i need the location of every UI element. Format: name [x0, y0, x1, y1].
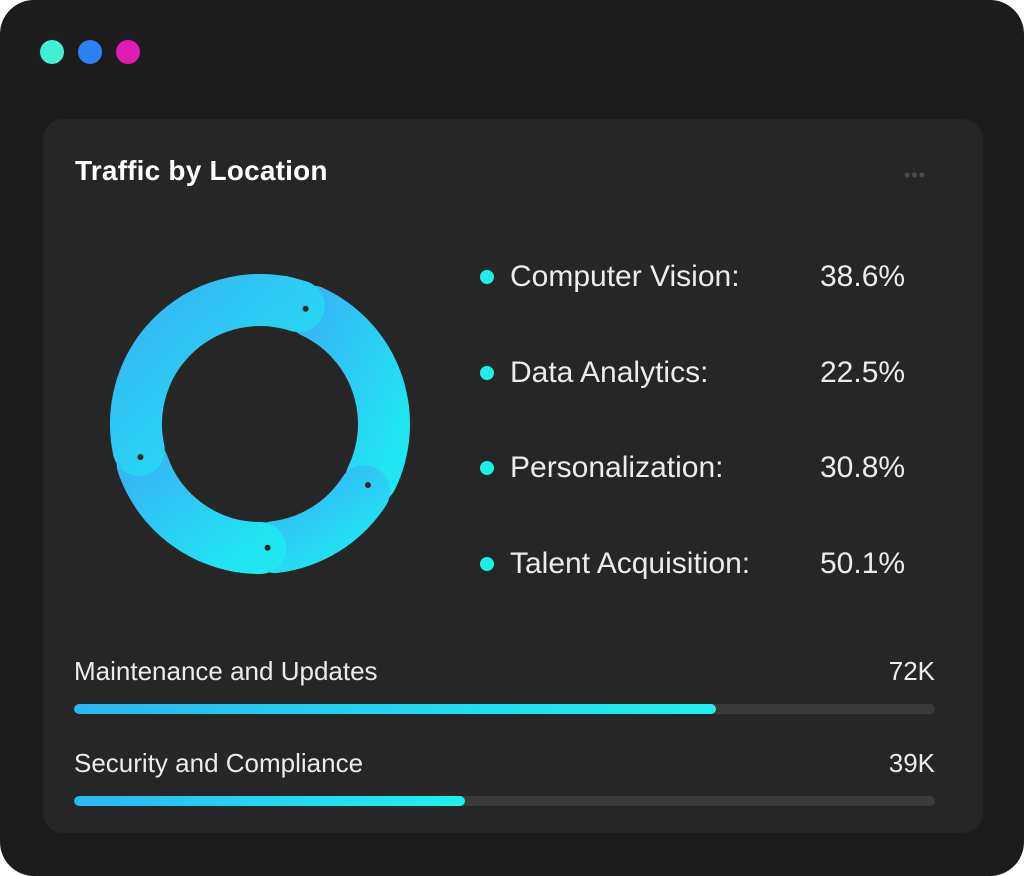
donut-separator: [364, 481, 371, 488]
legend-item: Computer Vision: 38.6%: [480, 257, 950, 297]
legend-value: 22.5%: [820, 356, 906, 389]
donut-segment-personalization: [116, 438, 287, 575]
progress-track: [74, 796, 935, 806]
donut-separator: [137, 453, 144, 460]
legend-dot: [480, 366, 494, 380]
window-dot-magenta[interactable]: [116, 40, 140, 64]
window-dot-teal[interactable]: [40, 40, 64, 64]
legend-label: Talent Acquisition:: [510, 547, 751, 580]
progress-label: Maintenance and Updates: [74, 656, 378, 686]
legend-value: 30.8%: [820, 451, 906, 484]
donut-chart: [110, 274, 410, 575]
more-options-icon[interactable]: •••: [904, 164, 926, 185]
legend-label: Computer Vision:: [510, 260, 740, 293]
legend-item: Personalization: 30.8%: [480, 448, 950, 488]
progress-track: [74, 704, 935, 714]
legend-item: Data Analytics: 22.5%: [480, 353, 950, 393]
progress-fill: [74, 704, 717, 714]
legend-dot: [480, 270, 494, 284]
donut-separator: [264, 544, 271, 551]
legend-label: Personalization:: [510, 451, 724, 484]
legend-dot: [480, 557, 494, 571]
progress-fill: [74, 796, 465, 806]
legend-item: Talent Acquisition: 50.1%: [480, 544, 950, 584]
legend-value: 50.1%: [820, 547, 906, 580]
progress-value: 39K: [888, 748, 935, 778]
progress-value: 72K: [888, 656, 935, 686]
card-title: Traffic by Location: [75, 155, 328, 186]
window-controls: [40, 40, 140, 64]
legend-dot: [480, 461, 494, 475]
window-dot-blue[interactable]: [78, 40, 102, 64]
legend-value: 38.6%: [820, 260, 906, 293]
donut-segment-data-analytics: [248, 465, 391, 574]
progress-label: Security and Compliance: [74, 748, 364, 778]
donut-separator: [302, 305, 309, 312]
legend-label: Data Analytics:: [510, 356, 709, 389]
donut-segment-talent-acquisition: [110, 274, 325, 476]
donut-segment-computer-vision: [286, 285, 410, 505]
traffic-card: Traffic by Location ••• Computer Vision:…: [43, 119, 983, 833]
